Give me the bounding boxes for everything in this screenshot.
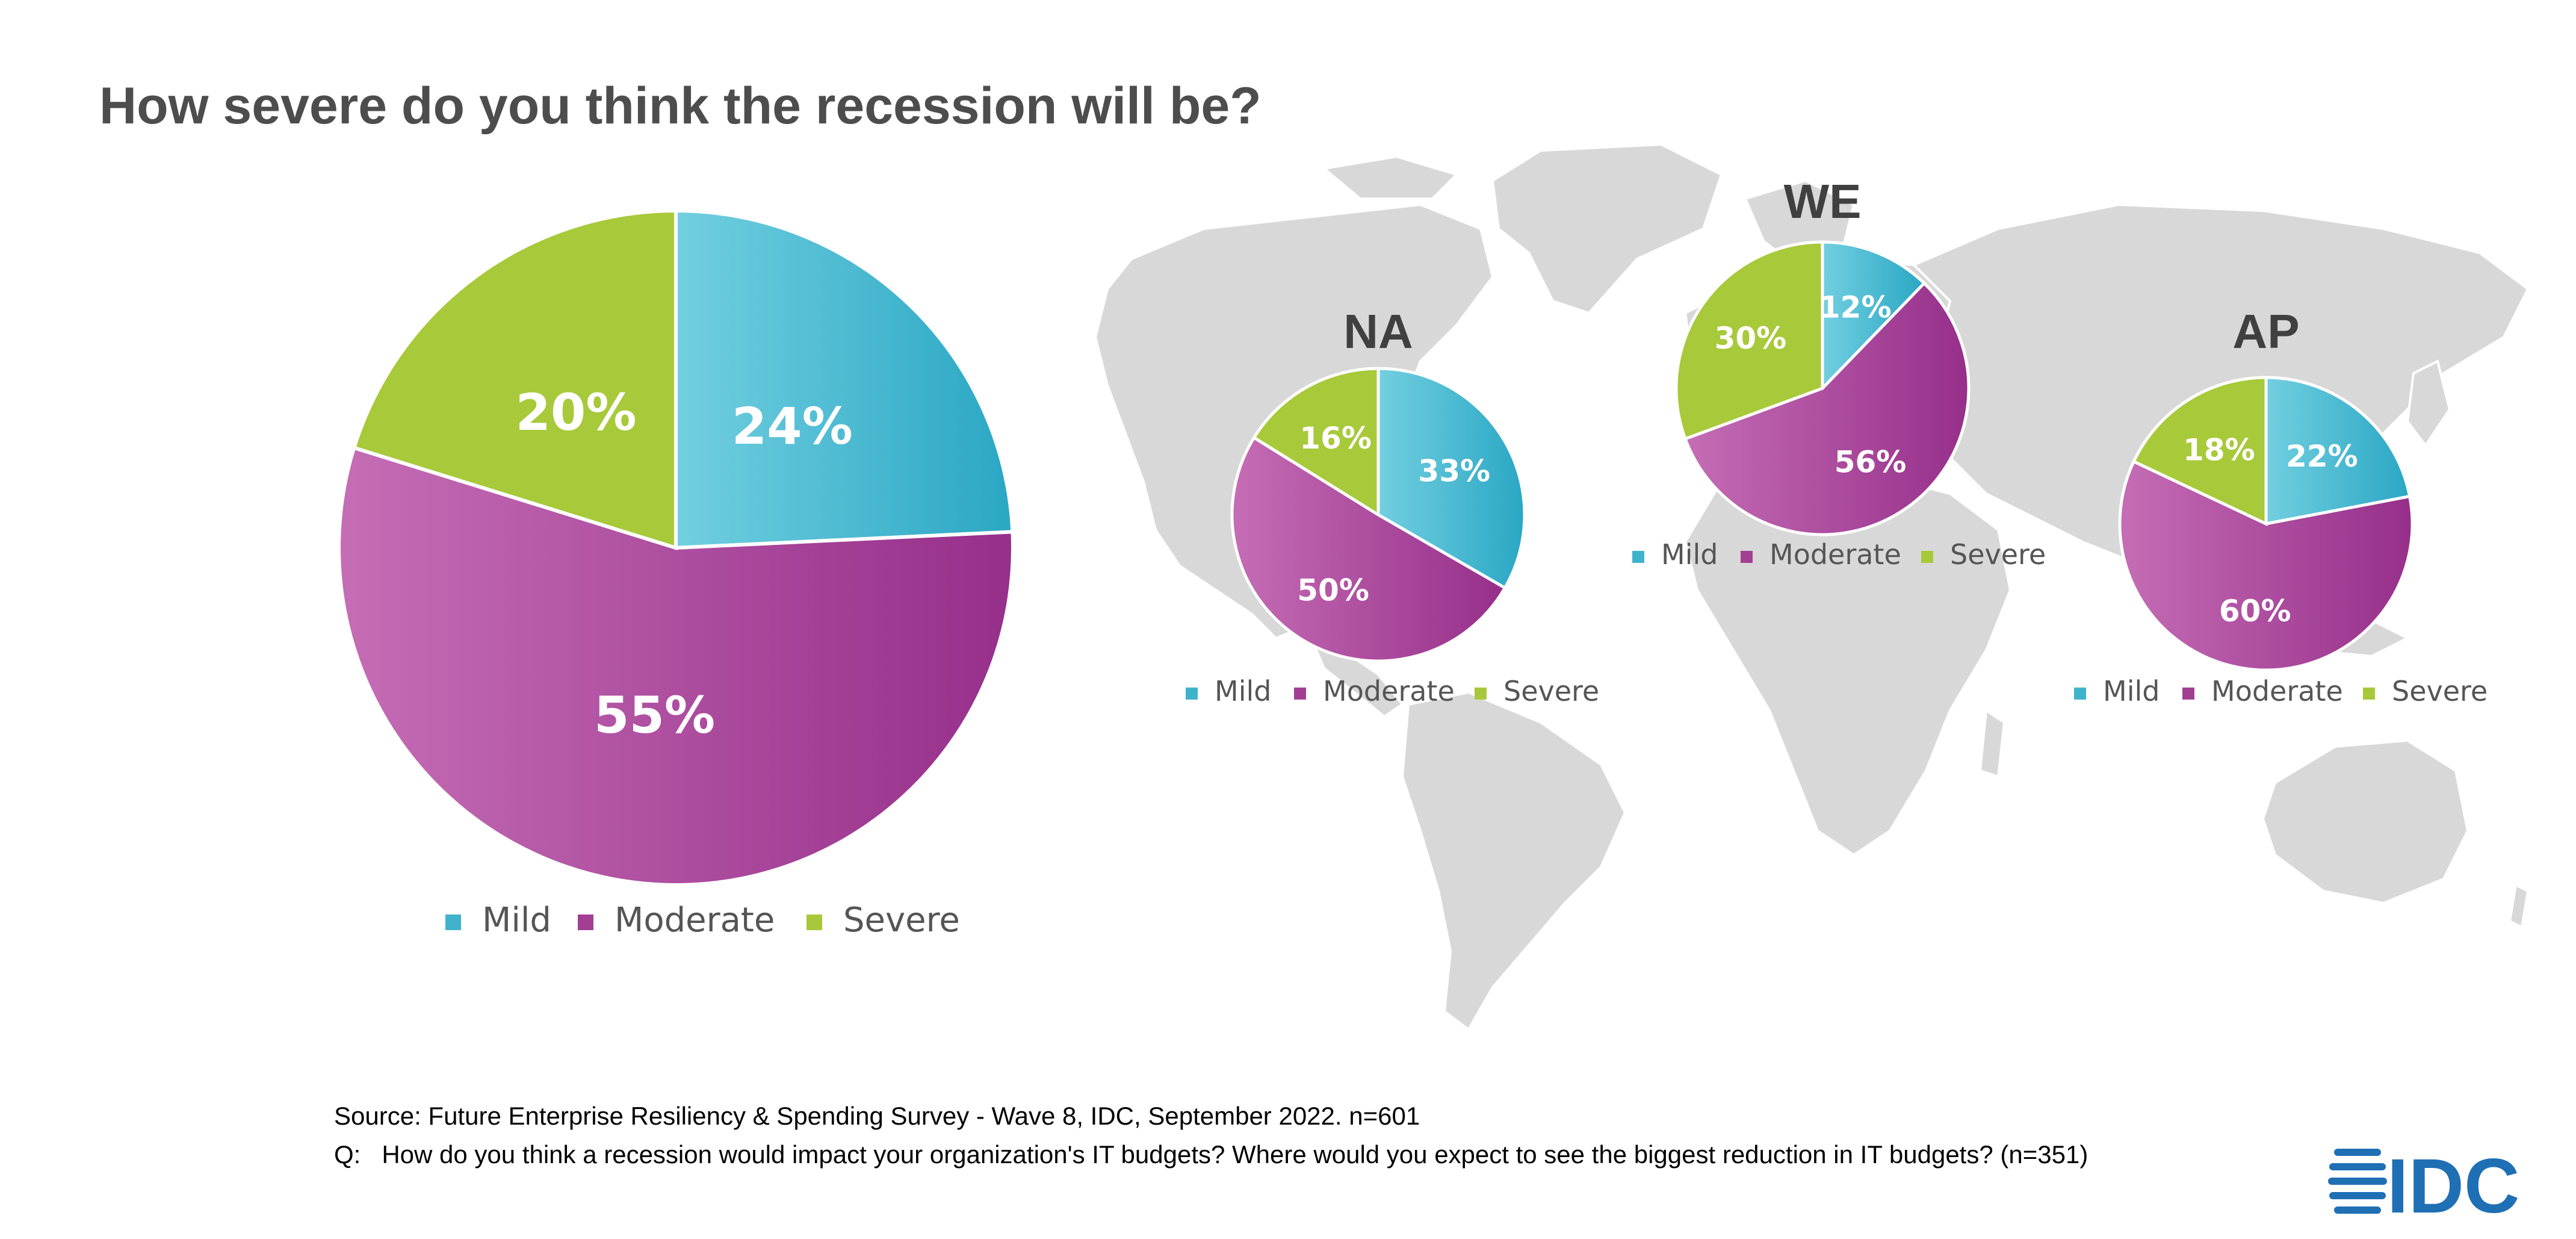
pie-label-severe: 16%	[1299, 421, 1372, 456]
legend-label-severe: Severe	[1950, 538, 2046, 571]
map-madagascar	[1978, 708, 2006, 778]
pie-global: 24% 55% 20%	[337, 208, 1015, 887]
legend-swatch-mild	[2074, 688, 2086, 700]
region-title-we: WE	[1784, 175, 1862, 228]
pie-slice-mild	[2264, 376, 2412, 526]
pie-label-moderate: 60%	[2219, 594, 2291, 629]
pie-label-mild: 33%	[1418, 454, 1490, 489]
pie-label-severe: 18%	[2183, 432, 2255, 467]
legend-label-moderate: Moderate	[2211, 675, 2343, 707]
legend-ap: Mild Moderate Severe	[2074, 675, 2488, 707]
region-title-ap: AP	[2232, 305, 2299, 358]
legend-swatch-moderate	[2182, 688, 2194, 700]
legend-swatch-mild	[1186, 688, 1198, 700]
question-note: Q: How do you think a recession would im…	[334, 1140, 2088, 1169]
pie-na: 33% 50% 16%	[1230, 367, 1526, 663]
idc-logo-text: IDC	[2387, 1143, 2519, 1229]
legend-label-mild: Mild	[2103, 675, 2160, 707]
legend-label-severe: Severe	[1503, 675, 1599, 707]
map-japan	[2406, 359, 2451, 448]
pie-label-mild: 22%	[2286, 439, 2358, 474]
pie-label-moderate: 50%	[1297, 573, 1369, 608]
legend-label-moderate: Moderate	[615, 901, 775, 940]
pie-slice-severe	[1252, 367, 1380, 518]
legend-swatch-mild	[445, 914, 461, 930]
legend-we: Mild Moderate Severe	[1632, 538, 2046, 571]
pie-slice-mild	[1821, 240, 1927, 393]
map-arctic-islands	[1321, 155, 1459, 200]
pie-slice-moderate	[337, 445, 1015, 887]
legend-swatch-severe	[1475, 688, 1487, 700]
legend-swatch-severe	[2363, 688, 2375, 700]
legend-label-mild: Mild	[1215, 675, 1271, 707]
legend-swatch-severe	[1921, 551, 1933, 563]
legend-swatch-severe	[807, 914, 822, 930]
legend-swatch-mild	[1632, 551, 1644, 563]
pie-slice-severe	[2131, 376, 2268, 526]
map-south-america	[1401, 691, 1627, 1031]
pie-label-moderate: 56%	[1834, 445, 1907, 480]
legend-label-moderate: Moderate	[1323, 675, 1455, 707]
pie-slice-mild	[1376, 367, 1526, 590]
pie-label-severe: 30%	[1715, 321, 1787, 356]
legend-swatch-moderate	[1294, 688, 1306, 700]
legend-label-mild: Mild	[1661, 538, 1718, 571]
map-new-zealand	[2508, 883, 2530, 929]
pie-slice-mild	[674, 208, 1015, 550]
pie-label-moderate: 55%	[594, 686, 715, 745]
pie-slice-severe	[351, 208, 678, 551]
legend-label-severe: Severe	[843, 901, 960, 940]
pie-slice-moderate	[2118, 459, 2414, 672]
legend-label-severe: Severe	[2392, 675, 2488, 707]
map-africa	[1683, 468, 2012, 857]
legend-swatch-moderate	[578, 914, 593, 930]
pie-ap: 22% 60% 18%	[2118, 376, 2414, 672]
pie-label-mild: 12%	[1819, 290, 1892, 324]
idc-logo-globe-icon	[2328, 1149, 2387, 1214]
source-note: Source: Future Enterprise Resiliency & S…	[334, 1102, 1420, 1130]
pie-label-mild: 24%	[732, 397, 853, 456]
map-australia	[2261, 739, 2469, 905]
idc-logo: IDC	[2328, 1143, 2519, 1229]
map-greenland	[1491, 143, 1723, 315]
region-title-na: NA	[1343, 305, 1413, 358]
pie-slice-moderate	[1230, 435, 1507, 663]
pie-slice-moderate	[1683, 281, 1971, 536]
pie-slice-severe	[1674, 240, 1824, 441]
legend-label-moderate: Moderate	[1769, 538, 1901, 571]
legend-na: Mild Moderate Severe	[1186, 675, 1599, 707]
legend-label-mild: Mild	[482, 901, 551, 940]
chart-title: How severe do you think the recession wi…	[99, 77, 1262, 135]
legend-swatch-moderate	[1741, 551, 1753, 563]
legend-global: Mild Moderate Severe	[445, 901, 960, 940]
pie-label-severe: 20%	[515, 383, 636, 442]
pie-we: 12% 56% 30%	[1674, 240, 1971, 536]
